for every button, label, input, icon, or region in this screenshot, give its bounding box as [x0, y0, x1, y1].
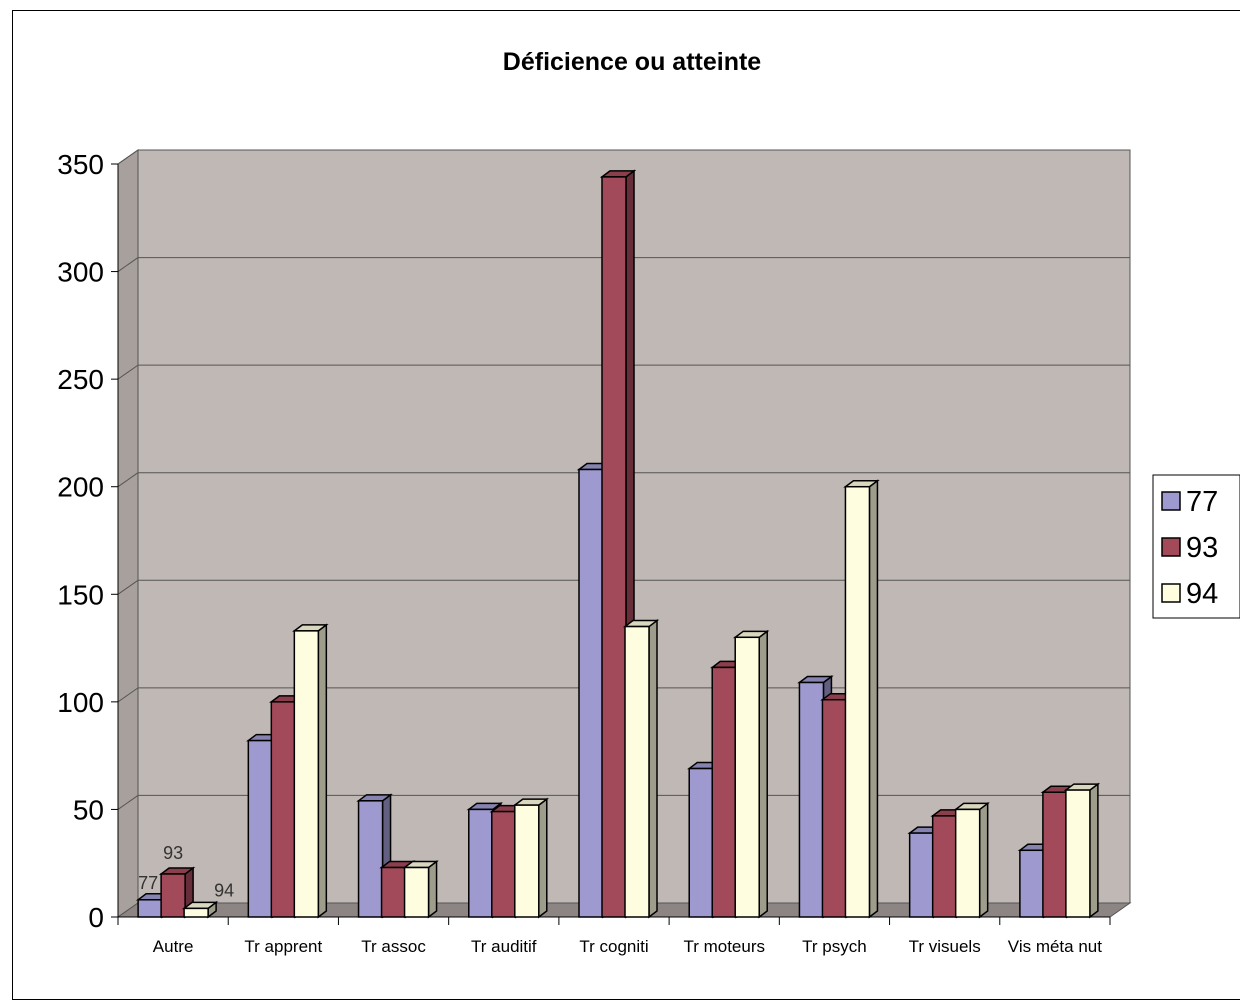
x-tick-label: Vis méta nut	[1008, 937, 1102, 956]
bar	[512, 797, 550, 919]
y-tick-label: 250	[57, 364, 104, 395]
gridline-side	[117, 257, 139, 272]
bar	[181, 900, 219, 919]
gridline-side	[117, 364, 139, 380]
gridline-side	[117, 687, 139, 703]
bar-front	[357, 800, 384, 918]
bar	[953, 801, 990, 919]
x-tick-label: Tr psych	[802, 937, 867, 956]
y-tick-label: 0	[88, 902, 104, 933]
bar-side	[538, 797, 548, 919]
bar-side	[317, 623, 328, 919]
y-tick-label: 350	[57, 149, 104, 180]
bar-front	[798, 681, 825, 918]
y-tick-label: 150	[57, 579, 104, 610]
bar-front	[247, 739, 274, 918]
chart-title: Déficience ou atteinte	[503, 48, 761, 76]
bar-front	[601, 176, 627, 918]
bar-front	[491, 810, 517, 918]
bar	[1063, 782, 1101, 919]
x-tick-label: Autre	[153, 937, 194, 956]
bar-side	[758, 629, 768, 919]
bar	[356, 793, 393, 919]
y-tick-label: 100	[57, 687, 104, 718]
y-tick-label: 300	[57, 257, 104, 288]
bar-front	[821, 698, 848, 918]
bar-side	[1089, 782, 1099, 919]
bar	[732, 629, 770, 919]
legend-label: 77	[1186, 486, 1218, 518]
bar-side	[978, 801, 989, 919]
bar	[843, 479, 880, 919]
gridline-side	[117, 579, 139, 595]
data-label: 93	[163, 843, 183, 863]
bar-front	[1042, 791, 1068, 918]
bar-front	[931, 815, 958, 918]
x-tick-label: Tr cogniti	[579, 937, 648, 956]
x-tick-label: Tr assoc	[361, 937, 426, 956]
x-tick-label: Tr apprent	[244, 937, 322, 956]
x-tick-label: Tr moteurs	[683, 937, 765, 956]
x-tick-label: Tr auditif	[471, 937, 537, 956]
legend-swatch	[1161, 537, 1181, 557]
gridline-side	[117, 149, 139, 165]
bar-front	[711, 666, 737, 918]
bar-front	[514, 804, 540, 918]
bar-side	[648, 619, 658, 919]
bar-front	[578, 468, 604, 918]
legend: 77 93 94	[1152, 474, 1240, 619]
legend-swatch	[1161, 583, 1181, 603]
bar-front	[954, 808, 981, 918]
legend-swatch	[1161, 491, 1181, 511]
bar-front	[1065, 789, 1091, 918]
bar-side	[868, 479, 879, 919]
bar	[622, 619, 660, 919]
bar-front	[734, 636, 760, 918]
y-tick-label: 50	[73, 794, 104, 825]
bar-front	[844, 485, 871, 918]
bar-front	[183, 907, 209, 918]
bar-front	[624, 625, 650, 918]
bar-front	[1019, 849, 1045, 918]
bar-front	[270, 701, 297, 918]
plot-area: 0 50 100 150 200 250 300 350 Autre Tr apprent Tr a…	[57, 149, 1132, 956]
bar	[402, 860, 439, 919]
bar-front	[468, 808, 494, 918]
legend-label: 93	[1186, 532, 1218, 564]
y-tick-label: 200	[57, 472, 104, 503]
legend-label: 94	[1186, 578, 1218, 610]
x-tick-label: Tr visuels	[909, 937, 981, 956]
bar-side	[427, 860, 438, 919]
gridline-side	[117, 472, 139, 488]
bar-front	[688, 767, 714, 918]
bar-front	[160, 873, 186, 918]
bar-front	[380, 866, 407, 918]
bar-front	[908, 832, 935, 918]
bar-front	[293, 630, 320, 918]
bar	[292, 623, 329, 919]
bar-front	[137, 899, 163, 918]
data-label: 94	[214, 880, 234, 900]
bar-front	[403, 866, 430, 918]
data-label: 77	[138, 873, 158, 893]
gridline-side	[117, 795, 139, 810]
